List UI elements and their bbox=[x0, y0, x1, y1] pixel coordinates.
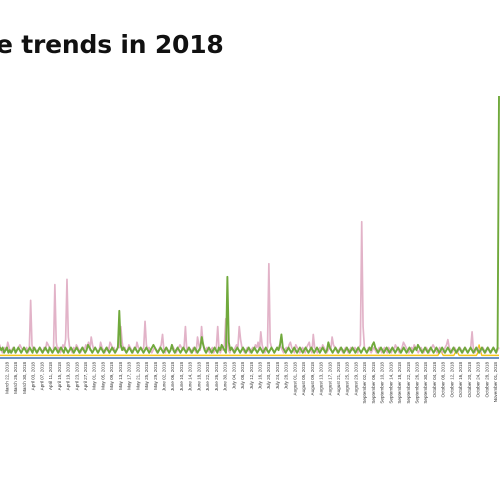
x-tick-label: June 22, 2018 bbox=[205, 362, 210, 392]
x-tick-labels: March 22, 2018 March 26, 2018 March 30, 20… bbox=[5, 362, 499, 404]
x-tick-label: September 30, 2018 bbox=[423, 362, 428, 404]
x-tick-label: November 01, 2018 bbox=[493, 362, 498, 403]
x-tick-label: June 14, 2018 bbox=[188, 362, 193, 392]
x-tick-label: March 22, 2018 bbox=[5, 362, 10, 394]
x-tick-label: October 28, 2018 bbox=[484, 362, 489, 398]
series-layer bbox=[0, 95, 500, 359]
x-tick-label: September 06, 2018 bbox=[371, 362, 376, 404]
x-tick-label: August 05, 2018 bbox=[301, 362, 306, 396]
series-line-2 bbox=[0, 344, 499, 357]
x-tick-label: August 13, 2018 bbox=[319, 362, 324, 396]
x-tick-label: May 13, 2018 bbox=[118, 362, 123, 390]
x-tick-label: April 07, 2018 bbox=[39, 362, 44, 391]
x-tick-label: August 17, 2018 bbox=[327, 362, 332, 396]
x-tick-label: October 20, 2018 bbox=[467, 362, 472, 398]
series-line-0 bbox=[0, 220, 500, 354]
x-tick-label: May 25, 2018 bbox=[144, 362, 149, 390]
x-tick-label: April 23, 2018 bbox=[74, 362, 79, 391]
x-tick-label: June 10, 2018 bbox=[179, 362, 184, 392]
x-tick-label: April 11, 2018 bbox=[48, 362, 53, 390]
x-tick-label: August 01, 2018 bbox=[292, 362, 297, 396]
x-tick-label: June 18, 2018 bbox=[196, 362, 201, 392]
x-tick-label: September 26, 2018 bbox=[414, 362, 419, 404]
x-tick-label: August 09, 2018 bbox=[310, 362, 315, 396]
x-tick-label: April 19, 2018 bbox=[66, 362, 71, 391]
x-tick-label: June 30, 2018 bbox=[223, 362, 228, 392]
x-tick-label: May 29, 2018 bbox=[153, 362, 158, 390]
x-tick-label: July 12, 2018 bbox=[249, 362, 254, 390]
chart-title: e trends in 2018 bbox=[0, 30, 224, 59]
x-tick-label: July 04, 2018 bbox=[231, 362, 236, 390]
x-tick-label: April 15, 2018 bbox=[57, 362, 62, 391]
series-line-1 bbox=[0, 95, 500, 354]
x-tick-label: July 16, 2018 bbox=[257, 362, 262, 390]
x-tick-label: June 26, 2018 bbox=[214, 362, 219, 392]
x-tick-label: March 26, 2018 bbox=[13, 362, 18, 394]
x-tick-label: October 16, 2018 bbox=[458, 362, 463, 398]
x-tick-label: September 22, 2018 bbox=[406, 362, 411, 404]
x-tick-label: May 21, 2018 bbox=[135, 362, 140, 390]
x-tick-label: August 25, 2018 bbox=[345, 362, 350, 396]
x-tick-label: March 30, 2018 bbox=[22, 362, 27, 394]
x-tick-label: April 27, 2018 bbox=[83, 362, 88, 391]
x-tick-label: July 20, 2018 bbox=[266, 362, 271, 390]
x-tick-label: May 17, 2018 bbox=[127, 362, 132, 390]
x-tick-label: July 24, 2018 bbox=[275, 362, 280, 390]
x-tick-label: September 14, 2018 bbox=[388, 362, 393, 404]
x-tick-label: June 06, 2018 bbox=[170, 362, 175, 392]
x-tick-label: July 28, 2018 bbox=[284, 362, 289, 390]
x-tick-label: June 02, 2018 bbox=[162, 362, 167, 392]
x-tick-label: May 01, 2018 bbox=[92, 362, 97, 390]
x-tick-label: October 12, 2018 bbox=[449, 362, 454, 398]
x-tick-label: May 09, 2018 bbox=[109, 362, 114, 390]
x-tick-label: August 21, 2018 bbox=[336, 362, 341, 396]
x-tick-label: July 08, 2018 bbox=[240, 362, 245, 390]
x-tick-label: May 05, 2018 bbox=[100, 362, 105, 390]
x-tick-label: September 18, 2018 bbox=[397, 362, 402, 404]
x-tick-label: October 08, 2018 bbox=[441, 362, 446, 398]
x-tick-label: October 04, 2018 bbox=[432, 362, 437, 398]
x-tick-label: April 03, 2018 bbox=[31, 362, 36, 391]
x-tick-label: September 02, 2018 bbox=[362, 362, 367, 404]
x-tick-label: August 29, 2018 bbox=[353, 362, 358, 396]
x-tick-label: September 10, 2018 bbox=[380, 362, 385, 404]
x-tick-label: October 24, 2018 bbox=[476, 362, 481, 398]
